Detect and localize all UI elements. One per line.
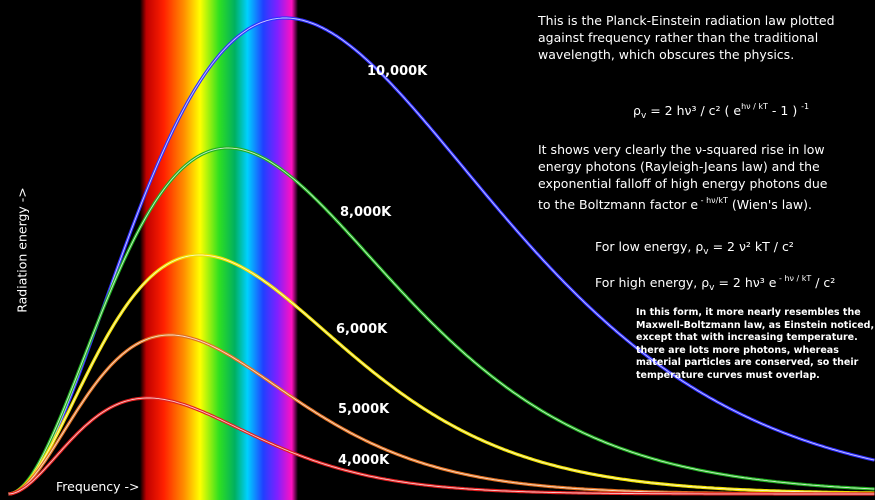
text-line: exponential falloff of high energy photo… <box>538 176 828 191</box>
curve-label: 10,000K <box>367 64 428 79</box>
text: to the Boltzmann factor e <box>538 197 699 212</box>
text-line: except that with increasing temperature. <box>636 332 858 343</box>
note: In this form, it more nearly resembles t… <box>636 307 874 382</box>
text: ρ <box>633 103 641 118</box>
y-axis-label: Radiation energy -> <box>14 187 30 313</box>
spectrum-band <box>140 0 298 500</box>
curve <box>8 17 875 495</box>
curve <box>8 397 875 495</box>
curve-label: 8,000K <box>340 205 392 220</box>
text-line: against frequency rather than the tradit… <box>538 30 819 45</box>
text-line: This is the Planck-Einstein radiation la… <box>538 13 835 28</box>
text: v <box>640 111 647 121</box>
high-energy: For high energy, ρv = 2 hν³ e - hν / kT … <box>595 270 835 297</box>
text: - 1 ) <box>767 103 802 118</box>
x-axis-label: Frequency -> <box>56 479 140 494</box>
text-line: In this form, it more nearly resembles t… <box>636 307 861 318</box>
text: = 2 ν² kT / c² <box>708 239 794 254</box>
text-line: to the Boltzmann factor e - hν/kT (Wien'… <box>538 192 828 213</box>
text: (Wien's law). <box>727 197 812 212</box>
text: hν / kT <box>741 102 768 111</box>
curve-label: 5,000K <box>338 402 390 417</box>
curve-label: 6,000K <box>336 322 388 337</box>
text: -1 <box>801 102 810 111</box>
text-line: energy photons (Rayleigh-Jeans law) and … <box>538 159 820 174</box>
text-line: Maxwell-Boltzmann law, as Einstein notic… <box>636 319 875 331</box>
text: = 2 hν³ e <box>714 275 777 290</box>
explanation: It shows very clearly the ν-squared rise… <box>538 141 828 213</box>
text: - hν/kT <box>698 196 728 205</box>
low-energy: For low energy, ρv = 2 ν² kT / c² <box>595 238 794 261</box>
text-line: temperature curves must overlap. <box>636 369 820 381</box>
text: v <box>703 247 709 257</box>
curve <box>8 254 875 495</box>
formula: ρv = 2 hν³ / c² ( ehν / kT - 1 ) -1 <box>633 98 809 125</box>
text-line: It shows very clearly the ν-squared rise… <box>538 142 825 157</box>
text-line: there are lots more photons, whereas <box>636 344 839 356</box>
text-line: material particles are conserved, so the… <box>636 357 859 368</box>
text: v <box>709 283 715 293</box>
curves <box>8 16 875 496</box>
text: - hν / kT <box>776 274 812 283</box>
intro: This is the Planck-Einstein radiation la… <box>538 12 835 63</box>
text-line: wavelength, which obscures the physics. <box>538 47 795 62</box>
text: For high energy, ρ <box>595 275 710 290</box>
text: For low energy, ρ <box>595 239 704 254</box>
curve-label: 4,000K <box>338 453 390 468</box>
curve <box>8 147 875 495</box>
text: / c² <box>811 275 836 290</box>
text: = 2 hν³ / c² ( e <box>646 103 742 118</box>
